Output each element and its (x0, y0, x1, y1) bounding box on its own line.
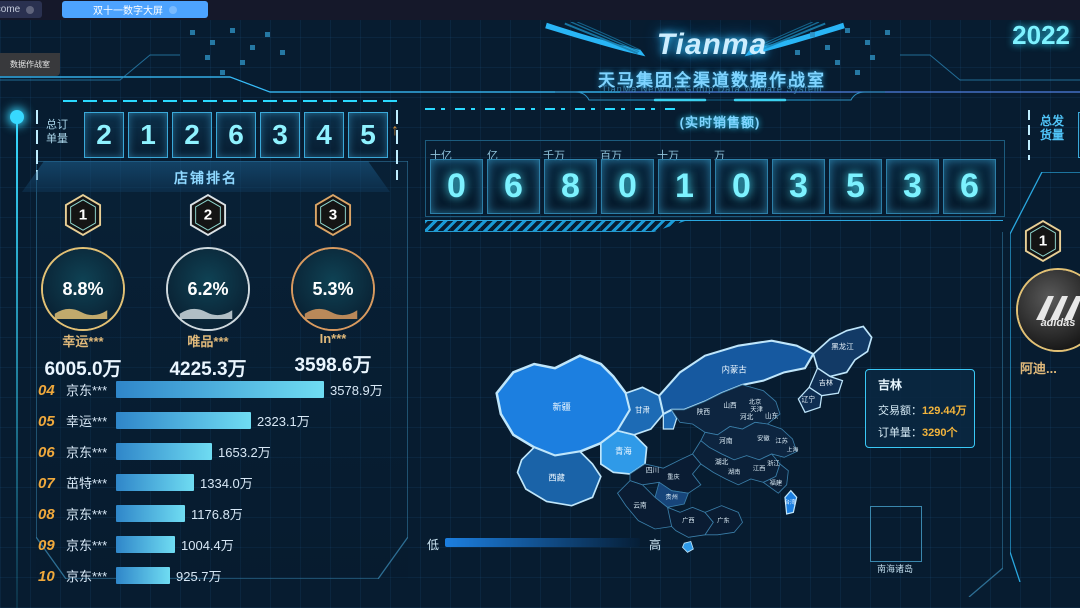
svg-text:四川: 四川 (646, 466, 659, 474)
svg-text:浙江: 浙江 (767, 459, 780, 468)
svg-text:江西: 江西 (753, 465, 766, 473)
svg-text:3: 3 (329, 207, 337, 224)
svg-text:内蒙古: 内蒙古 (722, 364, 747, 374)
svg-text:重庆: 重庆 (667, 472, 680, 481)
svg-text:安徽: 安徽 (757, 434, 770, 443)
svg-text:辽宁: 辽宁 (802, 395, 816, 404)
svg-text:2: 2 (204, 207, 212, 224)
svg-text:1: 1 (1039, 233, 1048, 250)
svg-text:西藏: 西藏 (548, 473, 565, 483)
svg-text:广西: 广西 (682, 515, 695, 524)
svg-text:陕西: 陕西 (697, 407, 711, 416)
svg-text:湖北: 湖北 (715, 457, 729, 466)
svg-text:山西: 山西 (723, 400, 737, 409)
svg-text:云南: 云南 (633, 500, 647, 509)
svg-text:天津: 天津 (750, 406, 763, 414)
svg-text:青海: 青海 (615, 446, 632, 456)
svg-text:广东: 广东 (717, 515, 730, 524)
svg-text:adidas: adidas (1041, 317, 1076, 329)
svg-text:北京: 北京 (749, 397, 762, 406)
svg-text:1: 1 (79, 207, 88, 224)
svg-text:山东: 山东 (765, 411, 779, 420)
svg-text:贵州: 贵州 (665, 492, 678, 501)
svg-text:上海: 上海 (787, 446, 799, 454)
svg-text:黑龙江: 黑龙江 (831, 341, 854, 351)
svg-text:湖南: 湖南 (728, 467, 741, 476)
svg-text:河南: 河南 (719, 436, 733, 445)
svg-text:吉林: 吉林 (819, 378, 833, 387)
svg-text:江苏: 江苏 (775, 436, 788, 445)
svg-text:新疆: 新疆 (553, 401, 571, 412)
svg-text:河北: 河北 (740, 413, 754, 421)
svg-text:甘肃: 甘肃 (635, 404, 650, 414)
svg-text:福建: 福建 (770, 478, 783, 487)
svg-text:台湾: 台湾 (784, 498, 796, 506)
